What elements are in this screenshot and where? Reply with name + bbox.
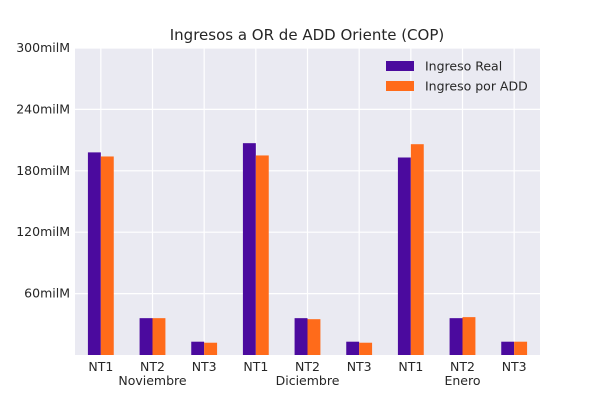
bar-ingreso-por-add (152, 318, 166, 355)
x-tick-label: NT3 (347, 359, 372, 374)
x-tick-label: NT2 (295, 359, 320, 374)
legend-swatch (386, 81, 414, 91)
y-tick-label: 240milM (16, 101, 70, 116)
y-tick-label: 300milM (16, 40, 70, 55)
x-tick-label: NT3 (502, 359, 527, 374)
bar-ingreso-por-add (462, 317, 476, 355)
bar-ingreso-real (449, 318, 463, 355)
bar-ingreso-por-add (204, 342, 218, 355)
bar-ingreso-real (397, 157, 411, 355)
y-axis: 60milM 120milM 180milM 240milM 300milM (16, 40, 70, 301)
bar-ingreso-por-add (410, 144, 424, 355)
x-tick-label: NT1 (398, 359, 423, 374)
y-tick-label: 180milM (16, 163, 70, 178)
x-tick-label: NT2 (450, 359, 475, 374)
x-axis: NT1 NT2 NT3 NT1 NT2 NT3 NT1 NT2 NT3 Noviembre Dici… (88, 359, 526, 388)
legend: Ingreso Real Ingreso por ADD (386, 59, 528, 94)
y-tick-label: 120milM (16, 224, 70, 239)
legend-label: Ingreso por ADD (425, 79, 528, 94)
y-tick-label: 60milM (24, 286, 70, 301)
legend-swatch (386, 61, 414, 71)
bar-ingreso-por-add (307, 319, 321, 355)
bar-ingreso-real (87, 152, 101, 355)
grid-lines (75, 47, 540, 355)
legend-label: Ingreso Real (425, 59, 502, 74)
bar-ingreso-real (501, 341, 515, 355)
x-group-label: Noviembre (118, 373, 187, 388)
bar-ingreso-por-add (255, 155, 269, 355)
bar-ingreso-por-add (514, 341, 528, 355)
x-tick-label: NT3 (192, 359, 217, 374)
bar-ingreso-real (191, 341, 205, 355)
x-group-label: Diciembre (276, 373, 340, 388)
bar-ingreso-por-add (100, 156, 114, 355)
bars (87, 143, 528, 355)
bar-ingreso-real (294, 318, 308, 355)
bar-ingreso-real (139, 318, 153, 355)
x-tick-label: NT1 (243, 359, 268, 374)
x-group-label: Enero (444, 373, 480, 388)
bar-ingreso-real (242, 143, 256, 355)
bar-ingreso-por-add (359, 342, 373, 355)
x-tick-label: NT2 (140, 359, 165, 374)
x-tick-label: NT1 (88, 359, 113, 374)
bar-ingreso-real (346, 341, 360, 355)
chart-title: Ingresos a OR de ADD Oriente (COP) (170, 26, 444, 44)
